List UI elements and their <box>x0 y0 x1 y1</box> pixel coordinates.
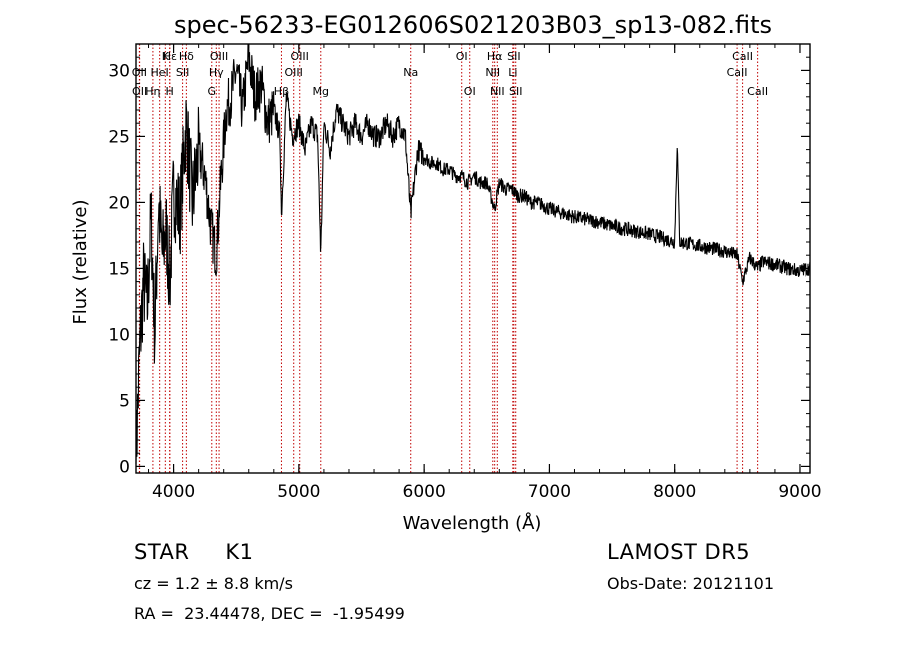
y-tick-label-5: 25 <box>108 127 130 147</box>
line-label-15: Mg <box>313 85 329 98</box>
line-label-1: K <box>162 50 170 63</box>
line-label-0: Hδ <box>179 50 194 63</box>
line-label-13: OIII <box>285 66 303 79</box>
line-label-5: SII <box>176 66 189 79</box>
y-tick-label-1: 5 <box>119 391 130 411</box>
spectrum-series <box>135 43 811 464</box>
x-tick-label-1: 5000 <box>277 482 320 502</box>
y-tick-label-6: 30 <box>108 61 130 81</box>
y-tick-label-3: 15 <box>108 259 130 279</box>
line-label-7: Hη <box>145 85 160 98</box>
y-tick-label-2: 10 <box>108 325 130 345</box>
line-label-12: OIII <box>291 50 309 63</box>
line-label-27: CaII <box>747 85 768 98</box>
y-tick-label-0: 0 <box>119 457 130 477</box>
line-label-21: NII <box>485 66 500 79</box>
line-label-16: Na <box>403 66 418 79</box>
y-tick-label-4: 20 <box>108 193 130 213</box>
object-class: STAR K1 <box>134 540 254 564</box>
line-label-18: OI <box>464 85 476 98</box>
line-label-17: OI <box>456 50 468 63</box>
line-label-11: G <box>208 85 217 98</box>
chart-title: spec-56233-EG012606S021203B03_sp13-082.f… <box>174 11 772 39</box>
line-label-25: CaII <box>732 50 753 63</box>
line-label-9: OIII <box>210 50 228 63</box>
survey-name: LAMOST DR5 <box>607 540 751 564</box>
line-label-20: SII <box>507 50 520 63</box>
x-tick-label-5: 9000 <box>778 482 821 502</box>
observation-date: Obs-Date: 20121101 <box>607 574 775 593</box>
coordinates: RA = 23.44478, DEC = -1.95499 <box>134 604 405 623</box>
line-label-26: CaII <box>727 66 748 79</box>
line-label-6: OII <box>132 85 147 98</box>
axis-ticks: 4000 5000 6000 7000 8000 9000 0 5 10 15 20 25 30 <box>108 44 822 502</box>
line-label-23: NII <box>490 85 505 98</box>
line-label-19: Hα <box>487 50 503 63</box>
line-label-4: HeI <box>151 66 169 79</box>
y-axis-label: Flux (relative) <box>70 199 91 324</box>
line-label-3: OII <box>132 66 147 79</box>
line-label-2: Hε <box>163 50 177 63</box>
line-label-14: Hβ <box>274 85 289 98</box>
redshift-velocity: cz = 1.2 ± 8.8 km/s <box>134 574 293 593</box>
x-tick-label-3: 7000 <box>528 482 571 502</box>
plot-frame <box>135 43 811 474</box>
line-label-22: Li <box>508 66 517 79</box>
line-label-10: Hγ <box>209 66 224 79</box>
x-axis-label: Wavelength (Å) <box>403 512 542 534</box>
x-tick-label-0: 4000 <box>152 482 195 502</box>
line-label-8: H <box>166 85 174 98</box>
x-tick-label-4: 8000 <box>653 482 696 502</box>
line-markers <box>138 44 759 473</box>
spectrum-line <box>135 43 811 464</box>
line-label-24: SII <box>509 85 522 98</box>
x-tick-label-2: 6000 <box>403 482 446 502</box>
